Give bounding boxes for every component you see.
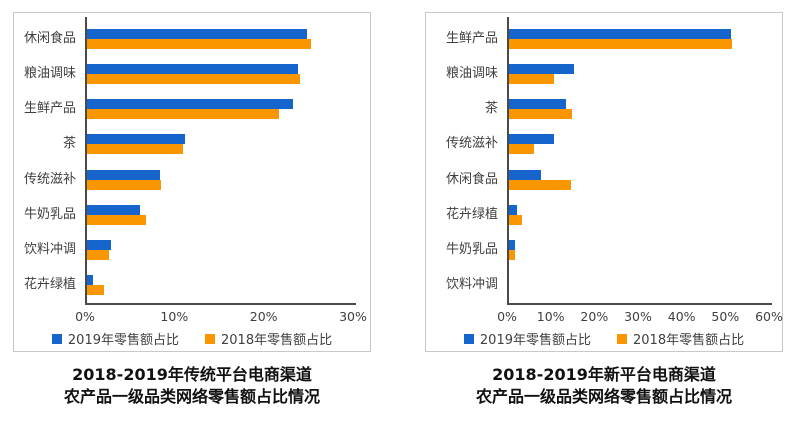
legend-swatch-2019 — [463, 333, 474, 344]
category-label: 生鲜产品 — [23, 101, 76, 117]
y-axis-line — [85, 17, 87, 303]
chart-panel-traditional-platform: 休闲食品粮油调味生鲜产品茶传统滋补牛奶乳品饮料冲调花卉绿植 0% 10% 20% 30%… — [13, 12, 371, 352]
category-label: 花卉绿植 — [445, 206, 498, 222]
bar-2019 — [509, 240, 515, 251]
category-label: 花卉绿植 — [23, 277, 76, 293]
x-axis-line — [507, 303, 772, 305]
x-tick-label: 20% — [249, 309, 278, 324]
x-tick-label: 10% — [536, 309, 565, 324]
bar-2018 — [87, 38, 311, 49]
bar-2018 — [509, 109, 572, 120]
legend-item-2018: 2018年零售额占比 — [205, 329, 332, 348]
bar-2019 — [87, 134, 185, 145]
legend-label: 2018年零售额占比 — [221, 333, 333, 348]
chart-title-new-platform: 2018-2019年新平台电商渠道 农产品一级品类网络零售额占比情况 — [424, 364, 784, 409]
legend-swatch-2019 — [51, 333, 62, 344]
x-tick-label: 10% — [160, 309, 189, 324]
bar-2019 — [87, 28, 307, 39]
bar-2018 — [87, 214, 146, 225]
bar-2019 — [509, 134, 554, 145]
legend-swatch-2018 — [617, 333, 627, 344]
x-tick-label: 0% — [497, 309, 517, 324]
bar-2019 — [87, 240, 111, 251]
legend-swatch-2018 — [205, 333, 215, 344]
bar-2018 — [87, 285, 104, 296]
chart-title-traditional-platform: 2018-2019年传统平台电商渠道 农产品一级品类网络零售额占比情况 — [12, 364, 372, 409]
legend-item-2019: 2019年零售额占比 — [51, 329, 179, 348]
x-tick-label: 0% — [75, 309, 95, 324]
bar-2019 — [87, 275, 93, 286]
bar-2019 — [509, 63, 574, 74]
bar-2019 — [87, 169, 160, 180]
category-label: 茶 — [484, 101, 498, 117]
x-tick-label: 50% — [711, 309, 740, 324]
title-line-2: 农产品一级品类网络零售额占比情况 — [63, 387, 320, 407]
bar-2019 — [509, 169, 541, 180]
bar-2018 — [509, 214, 522, 225]
legend-label: 2019年零售额占比 — [479, 333, 591, 348]
x-tick-label: 40% — [667, 309, 696, 324]
category-label: 休闲食品 — [445, 171, 498, 187]
bar-2018 — [509, 38, 732, 49]
x-tick-label: 30% — [339, 309, 367, 324]
legend-label: 2018年零售额占比 — [633, 333, 745, 348]
category-label: 生鲜产品 — [445, 30, 498, 46]
category-label: 粮油调味 — [23, 65, 76, 81]
x-tick-label: 60% — [755, 309, 783, 324]
legend: 2019年零售额占比 2018年零售额占比 — [426, 329, 782, 348]
legend-item-2019: 2019年零售额占比 — [463, 329, 591, 348]
x-tick-label: 30% — [624, 309, 652, 324]
legend-item-2018: 2018年零售额占比 — [617, 329, 744, 348]
bar-2019 — [509, 99, 566, 110]
x-axis-line — [85, 303, 356, 305]
bar-2019 — [509, 28, 731, 39]
category-label: 粮油调味 — [445, 65, 498, 81]
category-label: 饮料冲调 — [23, 242, 76, 258]
category-label: 饮料冲调 — [445, 277, 498, 293]
bar-2018 — [87, 250, 109, 261]
bar-2019 — [509, 204, 517, 215]
bar-2018 — [509, 144, 534, 155]
legend: 2019年零售额占比 2018年零售额占比 — [14, 329, 370, 348]
bar-2019 — [87, 63, 298, 74]
category-label: 传统滋补 — [23, 171, 76, 187]
category-label: 牛奶乳品 — [445, 242, 498, 258]
bar-2018 — [87, 109, 279, 120]
bar-2019 — [87, 204, 140, 215]
title-line-1: 2018-2019年传统平台电商渠道 — [72, 365, 312, 384]
title-line-1: 2018-2019年新平台电商渠道 — [492, 365, 716, 384]
legend-label: 2019年零售额占比 — [67, 333, 179, 348]
category-label: 牛奶乳品 — [23, 206, 76, 222]
bar-2018 — [87, 144, 183, 155]
y-axis-line — [507, 17, 509, 303]
category-label: 传统滋补 — [445, 136, 498, 152]
category-label: 茶 — [62, 136, 76, 152]
category-label: 休闲食品 — [23, 30, 76, 46]
bar-2018 — [509, 73, 554, 84]
x-tick-label: 20% — [580, 309, 609, 324]
title-line-2: 农产品一级品类网络零售额占比情况 — [475, 387, 732, 407]
bar-2018 — [87, 73, 300, 84]
bar-2018 — [87, 179, 161, 190]
bar-2018 — [509, 250, 515, 261]
bar-2019 — [87, 99, 293, 110]
chart-panel-new-platform: 生鲜产品粮油调味茶传统滋补休闲食品花卉绿植牛奶乳品饮料冲调 0% 10% 20% 30%… — [425, 12, 783, 352]
bar-2018 — [509, 179, 571, 190]
